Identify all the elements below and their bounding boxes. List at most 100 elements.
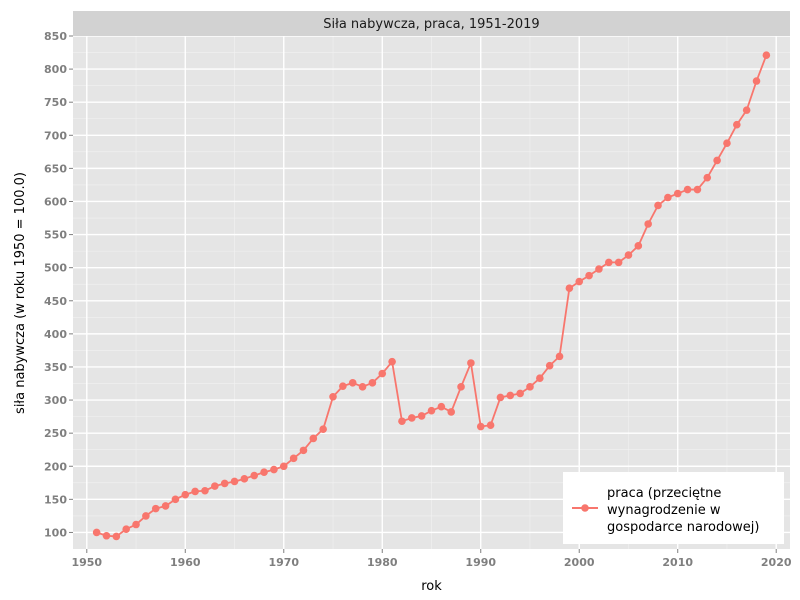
data-point [664, 193, 672, 202]
y-tick-label: 850 [44, 30, 67, 43]
data-point [240, 475, 249, 483]
legend-label-line: wynagrodzenie w [607, 503, 721, 518]
title-strip [73, 11, 790, 36]
data-point [624, 251, 633, 259]
legend-entry: praca (przeciętne wynagrodzenie w gospodar… [607, 486, 759, 535]
grid [73, 35, 790, 549]
legend-label-line: praca (przeciętne [607, 486, 721, 501]
data-point [614, 258, 623, 267]
x-tick-label: 2020 [761, 556, 792, 569]
x-tick-label: 1990 [465, 556, 496, 569]
legend-background [563, 472, 784, 544]
data-point [506, 391, 515, 400]
x-axis-title: rok [421, 579, 442, 594]
data-point [92, 528, 101, 537]
x-tick-label: 1980 [367, 556, 398, 569]
data-point [220, 479, 229, 488]
x-tick-label: 2010 [662, 556, 693, 569]
y-tick-label: 800 [44, 63, 67, 76]
data-point [555, 352, 564, 361]
x-tick-label: 2000 [564, 556, 595, 569]
data-point [545, 361, 554, 370]
data-point [358, 383, 367, 391]
data-point [260, 468, 268, 477]
y-tick-label: 450 [44, 295, 67, 308]
x-tick-label: 1970 [268, 556, 299, 569]
data-point [191, 487, 199, 496]
data-point [201, 486, 209, 495]
chart-title: Siła nabywcza, praca, 1951-2019 [323, 17, 539, 32]
data-point [132, 520, 140, 529]
data-point [279, 462, 288, 471]
data-point [339, 382, 347, 390]
data-point [654, 201, 662, 210]
data-point [693, 185, 702, 194]
data-point [486, 421, 495, 430]
data-point [634, 242, 643, 250]
data-point [102, 531, 111, 540]
y-tick-label: 250 [44, 427, 67, 440]
data-point [270, 465, 278, 474]
data-point [250, 471, 259, 480]
data-point [447, 408, 455, 416]
y-tick-label: 550 [44, 229, 67, 242]
data-point [398, 417, 406, 426]
data-point [752, 77, 761, 85]
data-point [703, 173, 712, 182]
legend-key-point [581, 504, 589, 512]
data-point [211, 482, 219, 490]
legend-label-line: gospodarce narodowej) [607, 520, 759, 535]
data-point [437, 402, 446, 411]
data-point [368, 379, 377, 387]
data-point [742, 106, 751, 114]
data-point [516, 389, 524, 398]
y-tick-label: 650 [44, 162, 67, 175]
data-point [604, 258, 613, 267]
data-point [408, 414, 416, 422]
y-tick-label: 400 [44, 328, 67, 341]
data-point [427, 406, 436, 415]
data-point [585, 271, 593, 280]
y-tick-label: 700 [44, 129, 67, 142]
data-point [289, 454, 298, 463]
y-tick-label: 500 [44, 262, 67, 275]
data-point [348, 379, 357, 387]
y-tick-label: 750 [44, 96, 67, 109]
data-point [417, 412, 426, 420]
data-point [112, 532, 121, 541]
data-point [644, 220, 652, 228]
data-point [683, 185, 692, 194]
y-tick-label: 600 [44, 195, 67, 208]
data-point [171, 495, 180, 504]
data-point [181, 490, 190, 499]
series-group [92, 51, 771, 541]
data-point [151, 504, 160, 513]
data-point [713, 156, 721, 165]
data-point [467, 359, 475, 367]
y-tick-label: 350 [44, 361, 67, 374]
x-tick-label: 1950 [71, 556, 102, 569]
data-point [723, 139, 731, 148]
data-point [733, 120, 741, 129]
legend: praca (przeciętne wynagrodzenie w gospodar… [563, 472, 784, 544]
data-point [536, 374, 544, 383]
data-point [526, 383, 534, 391]
data-point [457, 383, 465, 391]
data-point [595, 265, 603, 273]
data-point [230, 477, 239, 486]
data-point [309, 434, 318, 443]
data-point [762, 51, 771, 59]
x-tick-label: 1960 [170, 556, 201, 569]
data-point [673, 189, 682, 198]
data-point [122, 525, 130, 533]
data-point [388, 357, 396, 366]
data-point [319, 425, 327, 433]
y-tick-label: 150 [44, 493, 67, 506]
data-point [496, 393, 505, 402]
data-point [565, 284, 574, 292]
y-tick-label: 300 [44, 394, 67, 407]
x-axis-ticks: 1950 1960 1970 1980 1990 2000 2010 2020 [71, 549, 792, 569]
y-tick-label: 200 [44, 460, 67, 473]
data-point [161, 502, 170, 510]
